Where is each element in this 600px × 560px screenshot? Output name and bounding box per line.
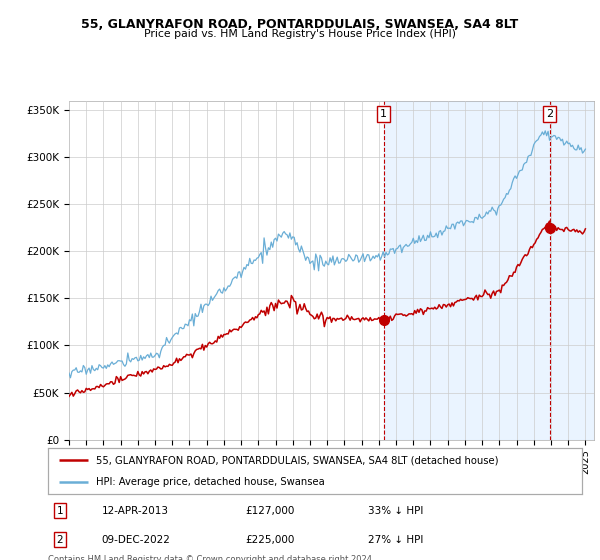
Bar [383, 101, 594, 440]
Text: Contains HM Land Registry data © Crown copyright and database right 2024.
This d: Contains HM Land Registry data © Crown c… [48, 555, 374, 560]
Text: 1: 1 [380, 109, 387, 119]
Text: 55, GLANYRAFON ROAD, PONTARDDULAIS, SWANSEA, SA4 8LT: 55, GLANYRAFON ROAD, PONTARDDULAIS, SWAN… [82, 18, 518, 31]
Text: 1: 1 [56, 506, 63, 516]
Text: Price paid vs. HM Land Registry's House Price Index (HPI): Price paid vs. HM Land Registry's House … [144, 29, 456, 39]
Text: 12-APR-2013: 12-APR-2013 [101, 506, 169, 516]
Text: 2: 2 [56, 535, 63, 545]
Text: 55, GLANYRAFON ROAD, PONTARDDULAIS, SWANSEA, SA4 8LT (detached house): 55, GLANYRAFON ROAD, PONTARDDULAIS, SWAN… [96, 455, 499, 465]
Text: 33% ↓ HPI: 33% ↓ HPI [368, 506, 424, 516]
Text: £127,000: £127,000 [245, 506, 295, 516]
Text: £225,000: £225,000 [245, 535, 295, 545]
Text: 09-DEC-2022: 09-DEC-2022 [101, 535, 170, 545]
Text: 27% ↓ HPI: 27% ↓ HPI [368, 535, 424, 545]
Text: HPI: Average price, detached house, Swansea: HPI: Average price, detached house, Swan… [96, 477, 325, 487]
Text: 2: 2 [546, 109, 553, 119]
